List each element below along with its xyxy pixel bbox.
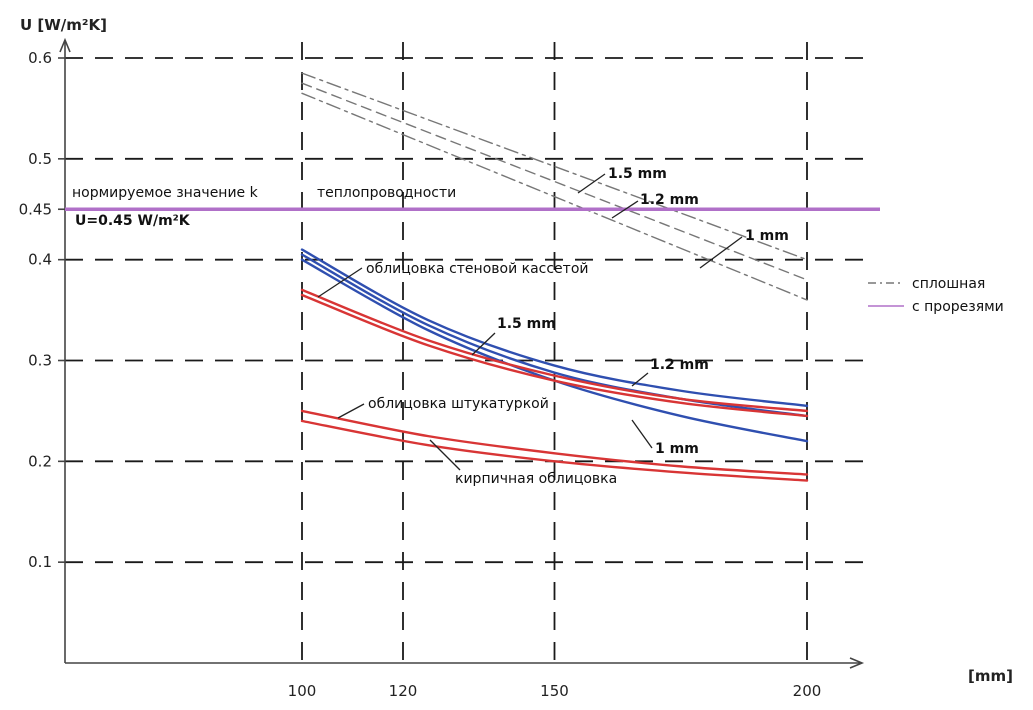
label-brick: кирпичная облицовка — [455, 471, 617, 487]
tick-labels: 0.1 0.2 0.3 0.4 0.45 0.5 0.6 100 120 150 200 — [19, 49, 822, 700]
label-gray-1-5mm: 1.5 mm — [608, 166, 667, 182]
y-tick-label: 0.5 — [28, 150, 52, 168]
callout-gray-1-5mm — [577, 173, 606, 194]
series-line-3 — [300, 248, 809, 408]
series-line-0 — [301, 72, 808, 261]
callout-blue-1-5mm — [471, 332, 496, 356]
label-blue-1-5mm: 1.5 mm — [497, 316, 556, 332]
x-axis-label: [mm] — [968, 667, 1013, 685]
label-blue-1mm: 1 mm — [655, 441, 699, 457]
label-wall-cassette: облицовка стеновой кассетой — [366, 261, 589, 277]
label-gray-1-2mm: 1.2 mm — [640, 192, 699, 208]
callout-blue-1mm — [631, 419, 653, 449]
series-line-7 — [300, 293, 809, 418]
y-tick-label: 0.1 — [28, 553, 52, 571]
x-tick-label: 150 — [540, 682, 569, 700]
legend-label-slotted-panel: с прорезями — [912, 299, 1004, 315]
y-tick-label: 0.3 — [28, 352, 52, 370]
y-tick-label: 0.45 — [19, 200, 52, 218]
y-axis-arrow — [59, 37, 71, 53]
x-tick-label: 100 — [288, 682, 317, 700]
callout-plaster — [337, 403, 365, 419]
legend: сплошная с прорезями — [868, 276, 1004, 315]
series-line-8 — [300, 409, 809, 476]
series-line-6 — [300, 288, 809, 413]
series-line-4 — [300, 253, 809, 418]
x-axis-arrow — [849, 657, 865, 669]
label-gray-1mm: 1 mm — [745, 228, 789, 244]
x-tick-label: 120 — [389, 682, 418, 700]
callout-gray-1mm — [699, 236, 743, 269]
callout-wall-cassette — [317, 267, 363, 298]
series — [300, 72, 809, 482]
series-line-2 — [301, 92, 808, 301]
series-line-9 — [300, 419, 809, 482]
reference-label-top: нормируемое значение k — [72, 185, 259, 201]
series-line-1 — [301, 82, 808, 281]
legend-label-solid-panel: сплошная — [912, 276, 985, 292]
reference-label-top-right: теплопроводности — [317, 185, 456, 201]
y-axis-label: U [W/m²K] — [20, 16, 107, 34]
label-blue-1-2mm: 1.2 mm — [650, 357, 709, 373]
label-plaster: облицовка штукатуркой — [368, 396, 549, 412]
x-tick-label: 200 — [793, 682, 822, 700]
callout-blue-1-2mm — [631, 372, 649, 387]
axes — [59, 37, 865, 669]
reference-label-bottom: U=0.45 W/m²K — [75, 213, 191, 229]
y-tick-label: 0.6 — [28, 49, 52, 67]
y-tick-label: 0.2 — [28, 452, 52, 470]
y-tick-label: 0.4 — [28, 251, 52, 269]
callout-gray-1-2mm — [611, 200, 639, 219]
callout-brick — [429, 439, 461, 471]
